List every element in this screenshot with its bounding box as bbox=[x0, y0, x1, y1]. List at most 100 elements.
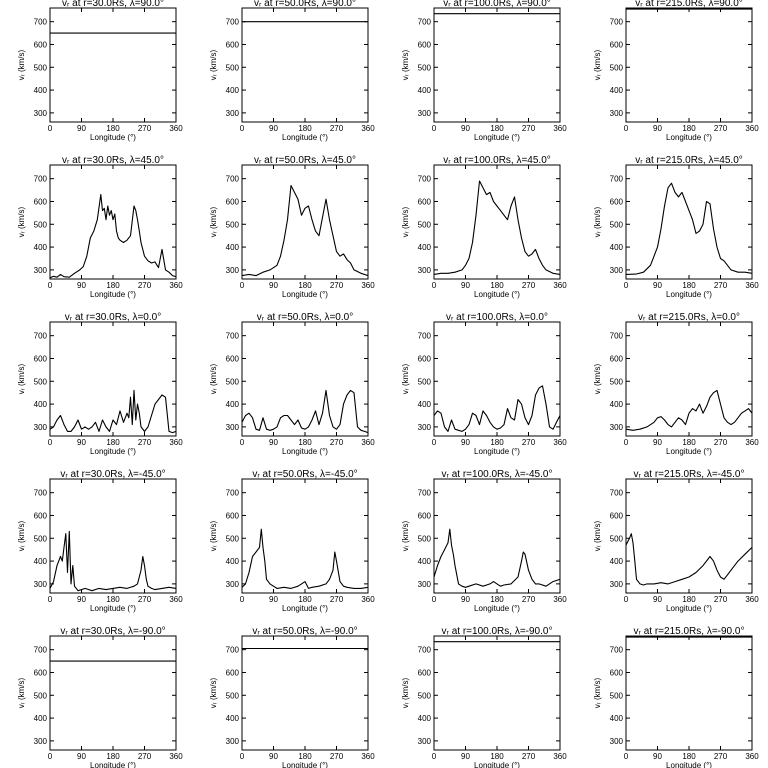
y-tick-label: 500 bbox=[418, 220, 432, 229]
y-axis-label: vᵣ (km/s) bbox=[17, 49, 26, 80]
series-line bbox=[50, 530, 176, 592]
y-axis-label: vᵣ (km/s) bbox=[209, 49, 218, 80]
x-axis-label: Longitude (°) bbox=[666, 761, 712, 768]
y-axis-label: vᵣ (km/s) bbox=[593, 520, 602, 551]
x-tick-label: 0 bbox=[624, 438, 629, 447]
x-axis-label: Longitude (°) bbox=[282, 447, 328, 456]
chart-panel: vᵣ at r=30.0Rs, λ=-45.0° 0 90 180 270 360 300 4… bbox=[17, 469, 183, 613]
y-tick-label: 700 bbox=[610, 489, 624, 498]
x-tick-label: 0 bbox=[432, 438, 437, 447]
x-tick-label: 0 bbox=[240, 281, 245, 290]
series-line bbox=[242, 389, 368, 434]
x-tick-label: 270 bbox=[714, 438, 728, 447]
y-tick-label: 500 bbox=[610, 377, 624, 386]
x-tick-label: 360 bbox=[361, 124, 375, 133]
x-tick-label: 90 bbox=[653, 752, 662, 761]
chart-title: vᵣ at r=50.0Rs, λ=90.0° bbox=[254, 0, 356, 9]
y-tick-label: 600 bbox=[226, 668, 240, 677]
plot-frame bbox=[241, 7, 369, 123]
y-tick-label: 700 bbox=[610, 332, 624, 341]
x-tick-label: 0 bbox=[240, 124, 245, 133]
x-tick-label: 270 bbox=[330, 281, 344, 290]
chart-title: vᵣ at r=30.0Rs, λ=0.0° bbox=[65, 312, 161, 323]
x-tick-label: 270 bbox=[330, 438, 344, 447]
y-tick-label: 600 bbox=[610, 197, 624, 206]
y-tick-label: 700 bbox=[226, 332, 240, 341]
y-tick-label: 500 bbox=[226, 220, 240, 229]
y-tick-label: 400 bbox=[226, 557, 240, 566]
y-tick-label: 300 bbox=[226, 580, 240, 589]
chart-panel: vᵣ at r=50.0Rs, λ=45.0° 0 90 180 270 360 300 40… bbox=[209, 155, 375, 299]
y-tick-label: 700 bbox=[34, 646, 48, 655]
x-tick-label: 0 bbox=[48, 752, 53, 761]
x-axis-label: Longitude (°) bbox=[474, 604, 520, 613]
y-axis-label: vᵣ (km/s) bbox=[401, 206, 410, 237]
x-tick-label: 90 bbox=[653, 438, 662, 447]
y-tick-label: 700 bbox=[34, 18, 48, 27]
x-tick-label: 270 bbox=[522, 752, 536, 761]
x-tick-label: 0 bbox=[432, 752, 437, 761]
y-axis-label: vᵣ (km/s) bbox=[401, 49, 410, 80]
chart-title: vᵣ at r=100.0Rs, λ=-45.0° bbox=[442, 469, 553, 480]
x-tick-label: 90 bbox=[77, 124, 86, 133]
y-axis-label: vᵣ (km/s) bbox=[17, 363, 26, 394]
y-tick-label: 400 bbox=[610, 400, 624, 409]
x-tick-label: 0 bbox=[48, 438, 53, 447]
x-tick-label: 180 bbox=[106, 281, 120, 290]
x-tick-label: 360 bbox=[361, 752, 375, 761]
y-tick-label: 300 bbox=[610, 580, 624, 589]
y-tick-label: 700 bbox=[226, 646, 240, 655]
x-tick-label: 360 bbox=[169, 281, 183, 290]
chart-panel: vᵣ at r=100.0Rs, λ=-90.0° 0 90 180 270 360 300… bbox=[401, 626, 567, 768]
x-tick-label: 270 bbox=[522, 595, 536, 604]
plot-frame bbox=[49, 635, 177, 751]
y-tick-label: 300 bbox=[34, 580, 48, 589]
x-axis-label: Longitude (°) bbox=[90, 133, 136, 142]
y-tick-label: 300 bbox=[34, 266, 48, 275]
y-tick-label: 500 bbox=[34, 63, 48, 72]
plot-frame bbox=[49, 164, 177, 280]
x-tick-label: 360 bbox=[553, 752, 567, 761]
chart-panel: vᵣ at r=50.0Rs, λ=0.0° 0 90 180 270 360 300 400… bbox=[209, 312, 375, 456]
y-tick-label: 600 bbox=[418, 40, 432, 49]
plot-frame bbox=[433, 478, 561, 594]
y-tick-label: 600 bbox=[610, 511, 624, 520]
chart-panel: vᵣ at r=215.0Rs, λ=0.0° 0 90 180 270 360 300 40… bbox=[593, 312, 759, 456]
x-tick-label: 90 bbox=[653, 595, 662, 604]
y-tick-label: 400 bbox=[34, 400, 48, 409]
x-tick-label: 180 bbox=[490, 124, 504, 133]
x-tick-label: 90 bbox=[269, 124, 278, 133]
x-tick-label: 180 bbox=[490, 438, 504, 447]
x-tick-label: 180 bbox=[298, 124, 312, 133]
x-tick-label: 360 bbox=[169, 124, 183, 133]
y-tick-label: 400 bbox=[610, 86, 624, 95]
plot-frame bbox=[433, 635, 561, 751]
x-tick-label: 180 bbox=[682, 438, 696, 447]
x-tick-label: 360 bbox=[745, 281, 759, 290]
y-tick-label: 300 bbox=[34, 737, 48, 746]
x-tick-label: 0 bbox=[48, 281, 53, 290]
x-tick-label: 180 bbox=[490, 595, 504, 604]
series-line bbox=[50, 389, 176, 434]
chart-title: vᵣ at r=215.0Rs, λ=-90.0° bbox=[634, 626, 745, 637]
chart-title: vᵣ at r=100.0Rs, λ=90.0° bbox=[443, 0, 551, 9]
y-tick-label: 700 bbox=[610, 18, 624, 27]
chart-panel: vᵣ at r=100.0Rs, λ=-45.0° 0 90 180 270 360 300… bbox=[401, 469, 567, 613]
x-tick-label: 0 bbox=[48, 595, 53, 604]
x-axis-label: Longitude (°) bbox=[282, 761, 328, 768]
x-tick-label: 180 bbox=[298, 281, 312, 290]
y-tick-label: 300 bbox=[418, 266, 432, 275]
y-tick-label: 300 bbox=[610, 109, 624, 118]
chart-panel: vᵣ at r=215.0Rs, λ=90.0° 0 90 180 270 360 300 4… bbox=[593, 0, 759, 142]
chart-panel: vᵣ at r=30.0Rs, λ=45.0° 0 90 180 270 360 300 40… bbox=[17, 155, 183, 299]
x-axis-label: Longitude (°) bbox=[474, 133, 520, 142]
x-tick-label: 270 bbox=[714, 752, 728, 761]
x-axis-label: Longitude (°) bbox=[474, 447, 520, 456]
x-axis-label: Longitude (°) bbox=[90, 290, 136, 299]
x-tick-label: 180 bbox=[106, 124, 120, 133]
x-tick-label: 360 bbox=[745, 124, 759, 133]
x-tick-label: 270 bbox=[522, 438, 536, 447]
x-tick-label: 180 bbox=[682, 124, 696, 133]
plot-frame bbox=[241, 321, 369, 437]
